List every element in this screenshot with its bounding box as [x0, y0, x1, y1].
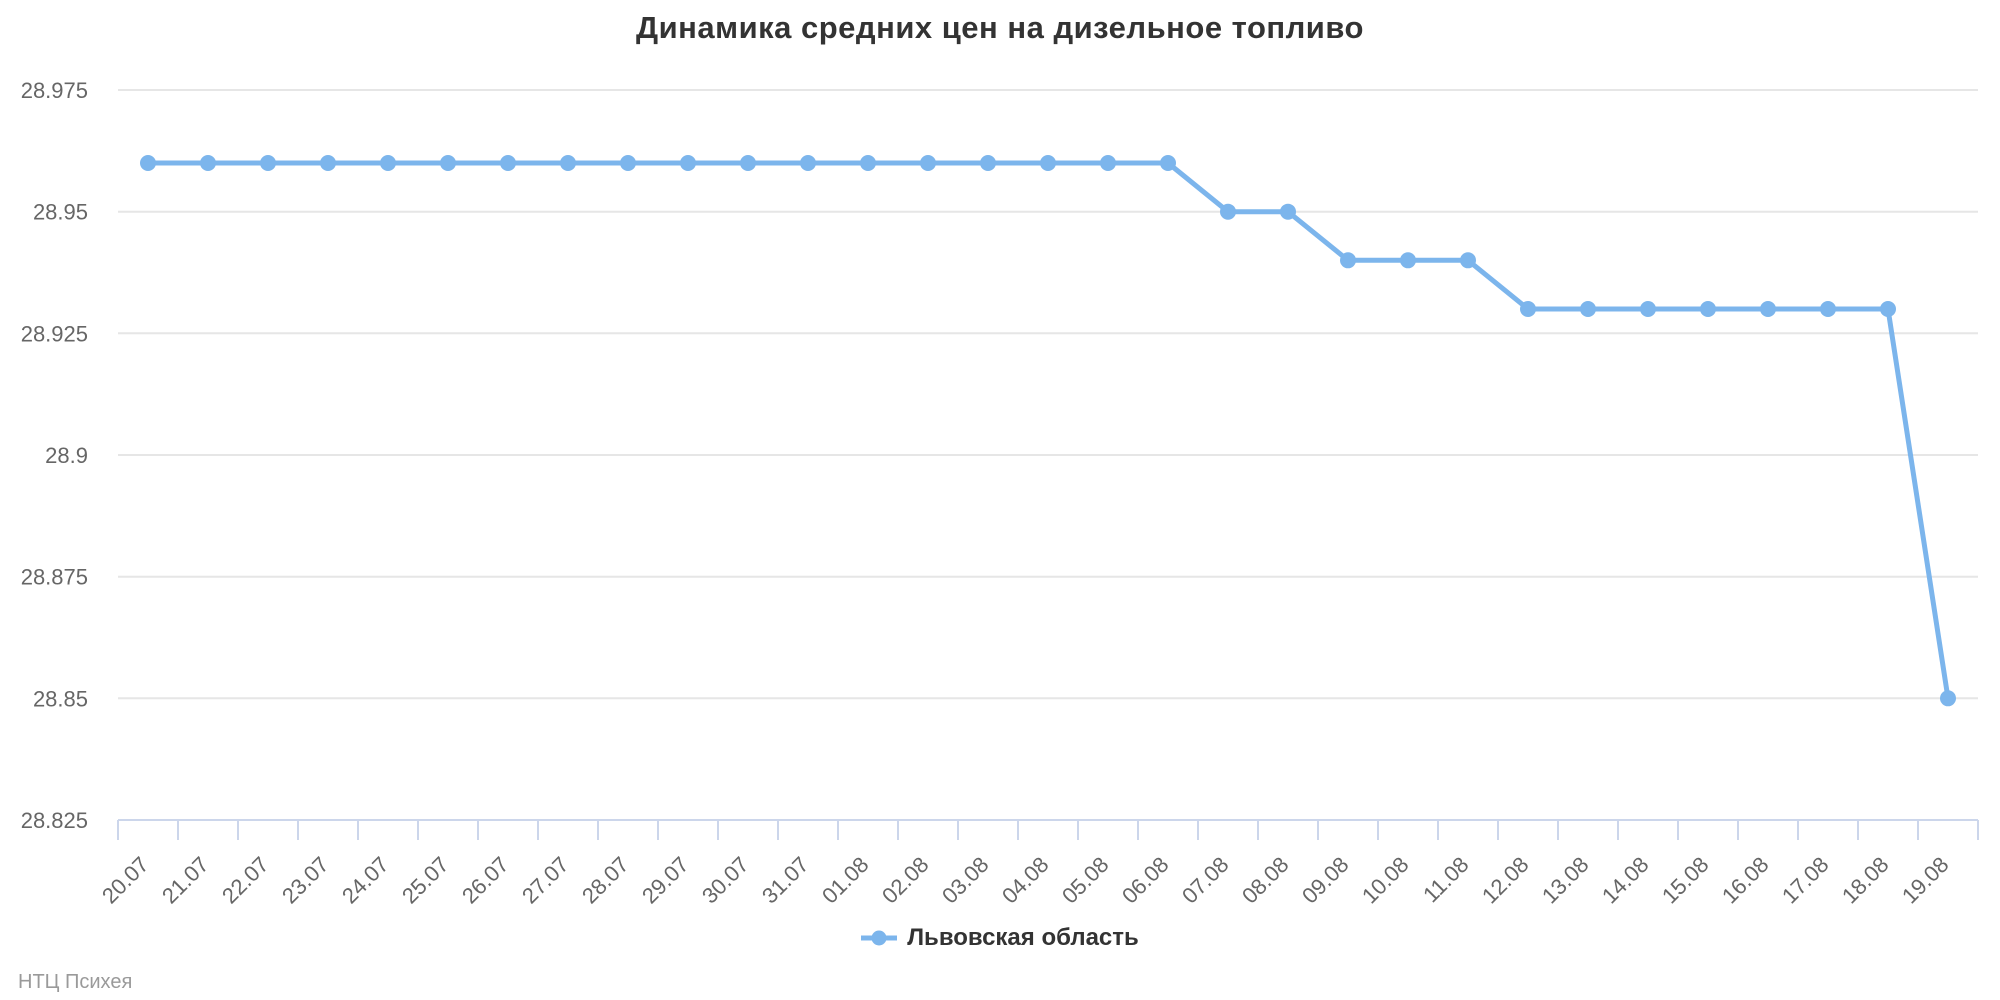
- chart-title: Динамика средних цен на дизельное топлив…: [636, 10, 1364, 45]
- data-point[interactable]: [320, 155, 336, 171]
- legend-label: Львовская область: [907, 924, 1139, 951]
- x-axis-label: 24.07: [337, 852, 394, 909]
- data-point[interactable]: [440, 155, 456, 171]
- x-axis-label: 23.07: [277, 852, 334, 909]
- x-axis-label: 09.08: [1297, 852, 1354, 909]
- x-axis-label: 30.07: [697, 852, 754, 909]
- x-axis-label: 16.08: [1717, 852, 1774, 909]
- y-axis-label: 28.975: [21, 78, 88, 103]
- x-axis-label: 04.08: [997, 852, 1054, 909]
- x-axis-label: 11.08: [1418, 852, 1473, 907]
- x-axis-label: 15.08: [1657, 852, 1714, 909]
- x-axis-label: 05.08: [1057, 852, 1114, 909]
- x-axis-label: 02.08: [877, 852, 934, 909]
- x-axis-label: 28.07: [577, 852, 634, 909]
- y-axis-label: 28.875: [21, 565, 88, 590]
- data-point[interactable]: [1460, 252, 1476, 269]
- x-axis-label: 31.07: [757, 852, 814, 909]
- legend-line-marker-icon: [861, 930, 898, 946]
- data-point[interactable]: [380, 155, 396, 171]
- y-axis-label: 28.95: [33, 200, 88, 225]
- x-axis-label: 18.08: [1837, 852, 1894, 909]
- data-point[interactable]: [1400, 252, 1416, 269]
- y-axis-label: 28.9: [45, 443, 88, 468]
- data-point[interactable]: [1940, 690, 1956, 707]
- x-axis-label: 12.08: [1477, 852, 1534, 909]
- data-point[interactable]: [1220, 203, 1236, 220]
- legend: Львовская область: [0, 924, 2000, 952]
- y-axis-label: 28.925: [21, 321, 88, 346]
- line-series: [145, 160, 1951, 701]
- data-point[interactable]: [800, 155, 816, 171]
- x-axis-label: 20.07: [97, 852, 154, 909]
- data-point[interactable]: [1100, 155, 1116, 171]
- x-axis-label: 08.08: [1237, 852, 1294, 909]
- credits-watermark: НТЦ Психея: [18, 971, 133, 993]
- x-axis-label: 14.08: [1597, 852, 1654, 909]
- data-point[interactable]: [560, 155, 576, 171]
- data-point[interactable]: [980, 155, 996, 171]
- data-point[interactable]: [740, 155, 756, 171]
- x-axis-label: 01.08: [817, 852, 874, 909]
- x-axis-label: 25.07: [397, 852, 454, 909]
- data-point[interactable]: [1820, 301, 1836, 317]
- data-point[interactable]: [680, 155, 696, 171]
- data-point[interactable]: [620, 155, 636, 171]
- data-point[interactable]: [140, 155, 156, 171]
- data-point[interactable]: [1640, 301, 1656, 317]
- x-axis-label: 22.07: [217, 852, 274, 909]
- x-axis-label: 27.07: [517, 852, 574, 909]
- x-axis-label: 29.07: [637, 852, 694, 909]
- data-point[interactable]: [500, 155, 516, 171]
- data-point[interactable]: [1280, 203, 1296, 220]
- x-axis-label: 06.08: [1117, 852, 1174, 909]
- y-axis-label: 28.825: [21, 808, 88, 833]
- x-axis-label: 19.08: [1897, 852, 1954, 909]
- data-point[interactable]: [1760, 301, 1776, 317]
- data-point[interactable]: [1340, 252, 1356, 269]
- data-point[interactable]: [1040, 155, 1056, 171]
- x-axis-label: 26.07: [457, 852, 514, 909]
- data-point[interactable]: [260, 155, 276, 171]
- data-point[interactable]: [920, 155, 936, 171]
- x-axis-label: 17.08: [1777, 852, 1834, 909]
- data-point[interactable]: [1520, 301, 1536, 317]
- data-point[interactable]: [1880, 301, 1896, 317]
- data-point[interactable]: [860, 155, 876, 171]
- data-point[interactable]: [1580, 301, 1596, 317]
- legend-item[interactable]: Львовская область: [861, 924, 1139, 952]
- data-point[interactable]: [1160, 155, 1176, 171]
- x-axis-label: 07.08: [1177, 852, 1234, 909]
- data-point[interactable]: [200, 155, 216, 171]
- x-axis-label: 03.08: [937, 852, 994, 909]
- data-point[interactable]: [1700, 301, 1716, 317]
- x-axis-label: 21.07: [157, 852, 214, 909]
- x-axis-label: 10.08: [1357, 852, 1414, 909]
- y-axis-label: 28.85: [33, 686, 88, 711]
- x-axis-label: 13.08: [1537, 852, 1594, 909]
